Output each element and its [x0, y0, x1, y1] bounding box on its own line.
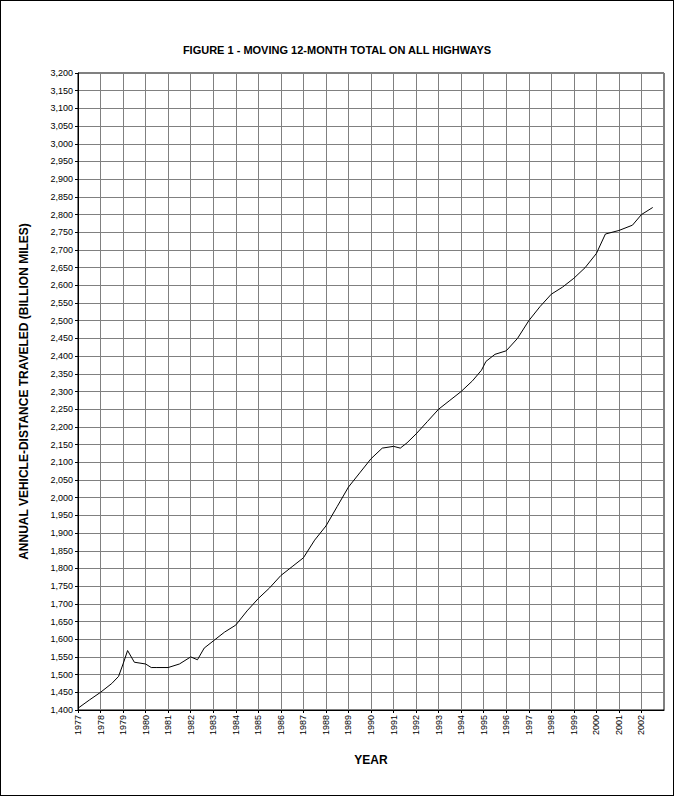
svg-text:1,400: 1,400: [50, 705, 73, 715]
svg-text:YEAR: YEAR: [354, 753, 388, 767]
svg-text:2,700: 2,700: [50, 245, 73, 255]
svg-text:1,750: 1,750: [50, 581, 73, 591]
svg-text:2,500: 2,500: [50, 316, 73, 326]
svg-text:1,450: 1,450: [50, 687, 73, 697]
svg-text:2,250: 2,250: [50, 404, 73, 414]
svg-text:1981: 1981: [163, 715, 173, 735]
svg-text:1996: 1996: [501, 715, 511, 735]
svg-text:ANNUAL VEHICLE-DISTANCE TRAVEL: ANNUAL VEHICLE-DISTANCE TRAVELED (BILLIO…: [17, 223, 31, 560]
svg-text:2,800: 2,800: [50, 210, 73, 220]
svg-text:1990: 1990: [366, 715, 376, 735]
svg-text:3,000: 3,000: [50, 139, 73, 149]
svg-text:1992: 1992: [411, 715, 421, 735]
svg-text:3,050: 3,050: [50, 121, 73, 131]
svg-text:1979: 1979: [118, 715, 128, 735]
svg-text:3,100: 3,100: [50, 103, 73, 113]
svg-text:1,900: 1,900: [50, 528, 73, 538]
svg-text:2,200: 2,200: [50, 422, 73, 432]
svg-text:2,550: 2,550: [50, 298, 73, 308]
svg-text:2,350: 2,350: [50, 369, 73, 379]
svg-text:2,950: 2,950: [50, 156, 73, 166]
svg-text:1987: 1987: [298, 715, 308, 735]
svg-text:1983: 1983: [208, 715, 218, 735]
svg-text:1985: 1985: [253, 715, 263, 735]
svg-text:1978: 1978: [96, 715, 106, 735]
svg-text:3,200: 3,200: [50, 68, 73, 78]
svg-text:2,850: 2,850: [50, 192, 73, 202]
svg-text:1,950: 1,950: [50, 510, 73, 520]
svg-text:2,450: 2,450: [50, 333, 73, 343]
svg-text:1988: 1988: [321, 715, 331, 735]
svg-text:2,600: 2,600: [50, 280, 73, 290]
svg-text:1993: 1993: [434, 715, 444, 735]
svg-text:1,650: 1,650: [50, 617, 73, 627]
svg-text:1989: 1989: [343, 715, 353, 735]
svg-text:1994: 1994: [456, 715, 466, 735]
svg-text:2,050: 2,050: [50, 475, 73, 485]
svg-text:1995: 1995: [479, 715, 489, 735]
svg-text:1,500: 1,500: [50, 670, 73, 680]
svg-text:2,150: 2,150: [50, 440, 73, 450]
svg-text:1,550: 1,550: [50, 652, 73, 662]
svg-text:1984: 1984: [231, 715, 241, 735]
svg-text:1997: 1997: [524, 715, 534, 735]
svg-text:1991: 1991: [389, 715, 399, 735]
svg-text:2,300: 2,300: [50, 387, 73, 397]
svg-text:1980: 1980: [141, 715, 151, 735]
svg-text:2,900: 2,900: [50, 174, 73, 184]
svg-text:2002: 2002: [636, 715, 646, 735]
svg-text:3,150: 3,150: [50, 86, 73, 96]
svg-text:1,850: 1,850: [50, 546, 73, 556]
svg-text:1,800: 1,800: [50, 563, 73, 573]
svg-text:1,700: 1,700: [50, 599, 73, 609]
svg-text:1999: 1999: [569, 715, 579, 735]
svg-text:2000: 2000: [591, 715, 601, 735]
svg-text:1,600: 1,600: [50, 634, 73, 644]
svg-text:2,100: 2,100: [50, 457, 73, 467]
svg-text:1977: 1977: [73, 715, 83, 735]
svg-text:2,750: 2,750: [50, 227, 73, 237]
svg-text:FIGURE 1 - MOVING 12-MONTH TOT: FIGURE 1 - MOVING 12-MONTH TOTAL ON ALL …: [183, 44, 491, 56]
svg-text:2001: 2001: [614, 715, 624, 735]
svg-text:1998: 1998: [546, 715, 556, 735]
svg-text:2,000: 2,000: [50, 493, 73, 503]
svg-text:1982: 1982: [186, 715, 196, 735]
svg-text:1986: 1986: [276, 715, 286, 735]
svg-text:2,400: 2,400: [50, 351, 73, 361]
svg-text:2,650: 2,650: [50, 263, 73, 273]
